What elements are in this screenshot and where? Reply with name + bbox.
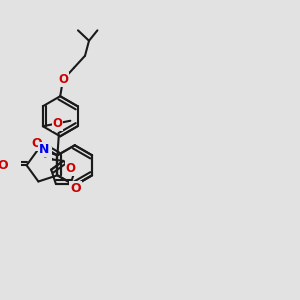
Text: O: O — [0, 159, 8, 172]
Text: O: O — [32, 137, 42, 150]
Text: O: O — [58, 73, 68, 86]
Text: O: O — [70, 182, 81, 195]
Text: O: O — [52, 117, 63, 130]
Text: N: N — [39, 143, 50, 156]
Text: O: O — [66, 162, 76, 175]
Text: F: F — [43, 148, 51, 161]
